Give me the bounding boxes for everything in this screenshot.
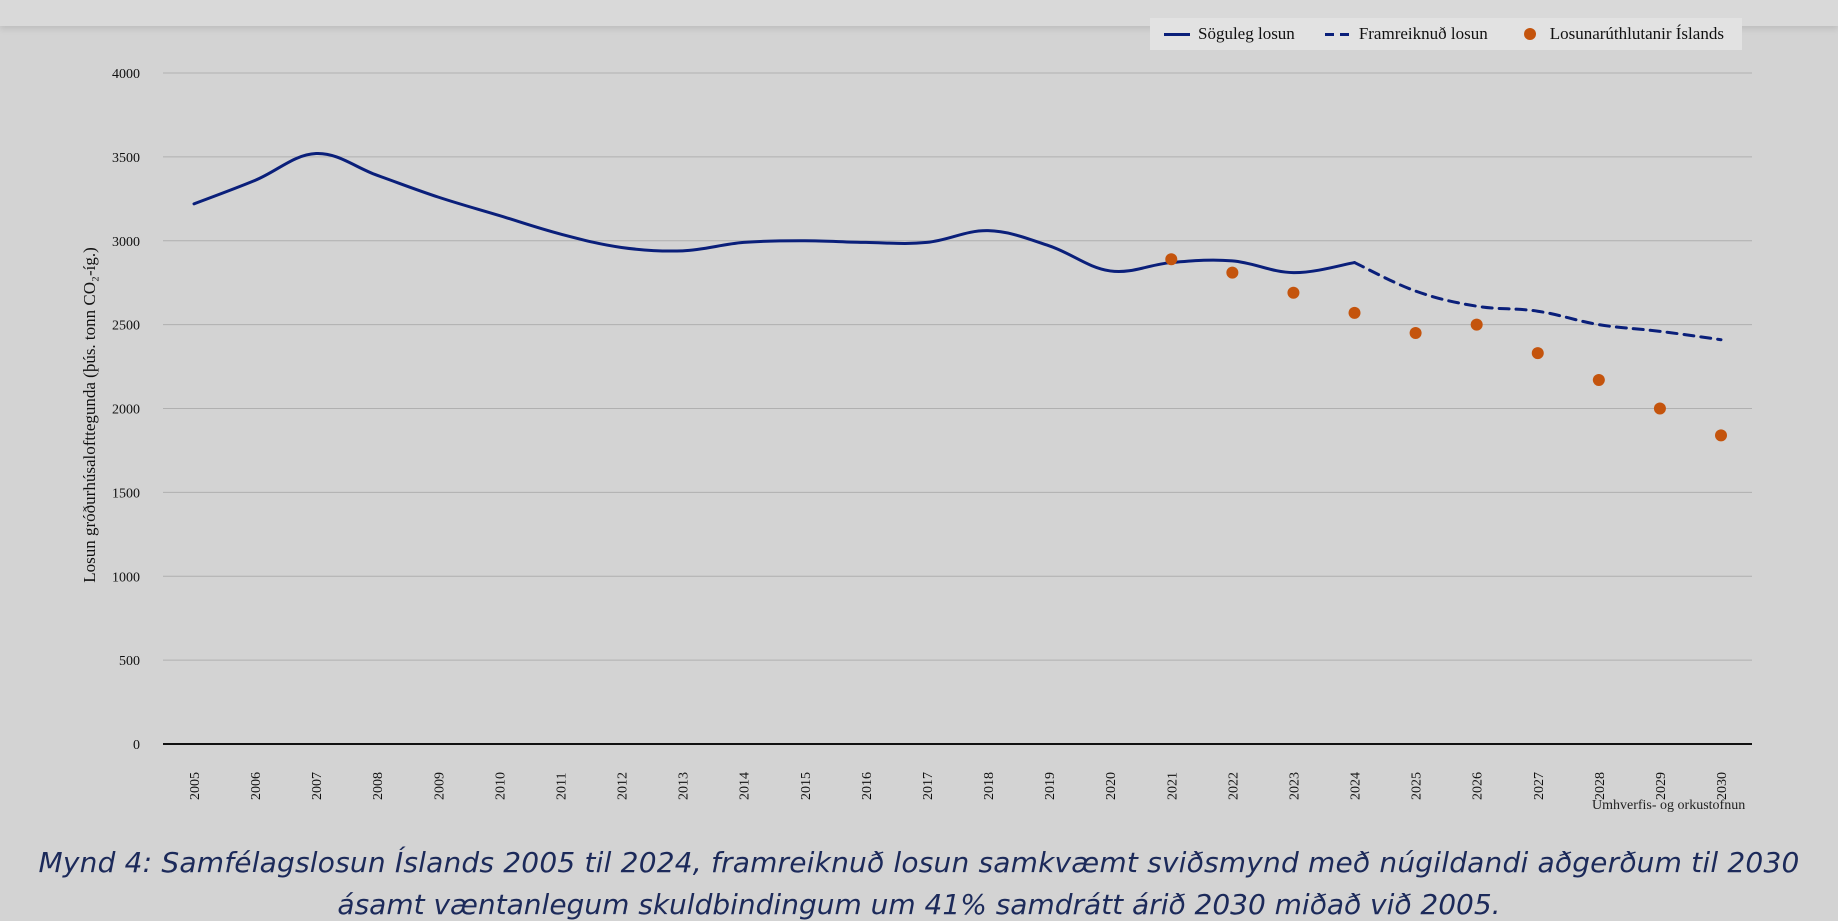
y-tick-label: 3500	[112, 151, 140, 166]
legend: Söguleg losun Framreiknuð losun Losunarú…	[1150, 18, 1742, 50]
legend-item-historical: Söguleg losun	[1164, 24, 1295, 44]
x-tick-label: 2005	[188, 772, 203, 800]
x-tick-label: 2008	[371, 772, 386, 800]
x-tick-label: 2030	[1715, 772, 1730, 800]
y-tick-label: 2000	[112, 403, 140, 418]
x-tick-label: 2007	[310, 772, 325, 800]
x-tick-label: 2025	[1410, 772, 1425, 800]
x-tick-label: 2024	[1349, 772, 1364, 800]
y-tick-label: 0	[133, 738, 140, 753]
y-tick-label: 3000	[112, 235, 140, 250]
x-tick-label: 2013	[677, 772, 692, 800]
x-tick-label: 2023	[1287, 772, 1302, 800]
legend-label-allocations: Losunarúthlutanir Íslands	[1549, 24, 1724, 43]
y-tick-label: 4000	[112, 67, 140, 82]
allocation-marker	[1470, 318, 1483, 331]
x-tick-label: 2015	[799, 772, 814, 800]
x-tick-label: 2019	[1043, 772, 1058, 800]
series-group	[192, 152, 1727, 442]
y-tick-label: 1500	[112, 486, 140, 501]
allocation-marker	[1287, 286, 1300, 299]
allocation-marker	[1409, 327, 1422, 340]
x-tick-label: 2006	[249, 772, 264, 800]
source-label: Umhverfis- og orkustofnun	[1592, 798, 1746, 813]
projected-emissions-line	[1353, 261, 1723, 342]
x-tick-label: 2027	[1532, 772, 1547, 800]
legend-item-projected: Framreiknuð losun	[1324, 24, 1488, 44]
allocation-marker	[1592, 373, 1605, 386]
dashed-line-icon	[1324, 32, 1351, 36]
y-axis-label: Losun gróðurhúsalofttegunda (þús. tonn C…	[80, 247, 99, 583]
y-tick-label: 500	[119, 654, 140, 669]
x-tick-label: 2020	[1104, 772, 1119, 800]
figure-caption-line2: ásamt væntanlegum skuldbindingum um 41% …	[337, 888, 1501, 921]
legend-label-historical: Söguleg losun	[1198, 24, 1295, 43]
x-tick-label: 2018	[982, 772, 997, 800]
allocation-marker	[1348, 306, 1361, 319]
x-tick-label: 2012	[616, 772, 631, 800]
allocation-marker	[1715, 429, 1727, 442]
x-tick-label: 2016	[860, 772, 875, 800]
x-tick-label: 2017	[921, 772, 936, 800]
y-tick-label: 1000	[112, 570, 140, 585]
dot-marker-icon	[1523, 28, 1536, 40]
legend-label-projected: Framreiknuð losun	[1358, 24, 1488, 43]
y-tick-labels: 0 500 1000 1500 2000 2500 3000 3500 4000	[112, 67, 140, 753]
grid-lines	[163, 72, 1752, 745]
solid-line-icon	[1164, 32, 1190, 36]
x-tick-labels: 2005 2006 2007 2008 2009 2010 2011 2012 2013 2014…	[188, 772, 1730, 800]
x-tick-label: 2011	[554, 773, 569, 800]
x-tick-label: 2029	[1654, 772, 1669, 800]
allocation-marker	[1653, 402, 1666, 415]
x-tick-label: 2010	[493, 772, 508, 800]
legend-item-allocations: Losunarúthlutanir Íslands	[1518, 24, 1724, 44]
allocation-marker	[1165, 253, 1178, 266]
x-tick-label: 2021	[1165, 772, 1180, 800]
allocation-marker	[1531, 347, 1544, 360]
x-tick-label: 2009	[432, 772, 447, 800]
x-tick-label: 2022	[1226, 772, 1241, 800]
y-tick-label: 2500	[112, 319, 140, 334]
figure-caption: Mynd 4: Samfélagslosun Íslands 2005 til …	[38, 846, 1800, 879]
x-tick-label: 2026	[1471, 772, 1486, 800]
historical-emissions-line	[192, 152, 1357, 275]
x-tick-label: 2014	[738, 772, 753, 800]
allocation-marker	[1226, 266, 1239, 279]
x-tick-label: 2028	[1593, 772, 1608, 800]
